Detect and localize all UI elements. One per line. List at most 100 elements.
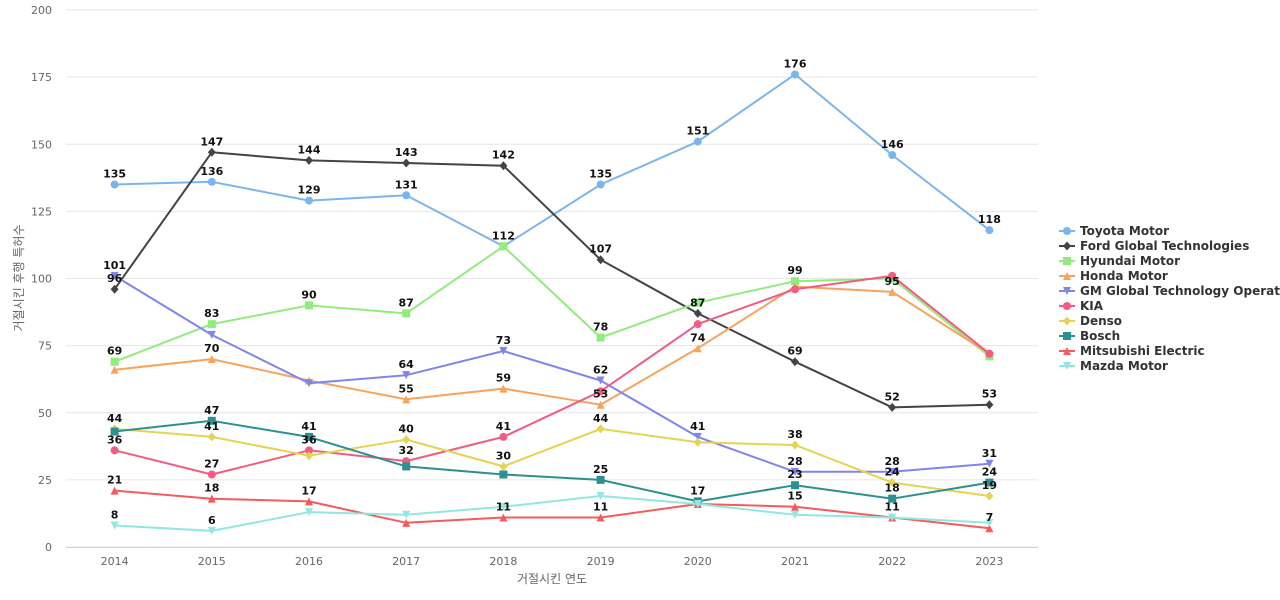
y-axis-ticks: 0 25 50 75 100 125 150 175 200 (31, 4, 52, 554)
data-point (402, 518, 411, 527)
data-label: 17 (690, 484, 705, 497)
data-label: 96 (107, 272, 123, 285)
data-label: 53 (982, 388, 997, 401)
data-label: 18 (204, 482, 219, 495)
legend-marker (1063, 257, 1071, 265)
data-point (985, 518, 994, 527)
data-label: 41 (204, 420, 219, 433)
data-label: 15 (787, 490, 802, 503)
data-label: 101 (103, 259, 126, 272)
data-point (985, 226, 994, 235)
data-label: 30 (496, 449, 512, 462)
series (110, 70, 994, 251)
x-axis-ticks: 2014 2015 2016 2017 2018 2019 2020 2021 2022 2023 (101, 555, 1004, 568)
x-tick-label: 2021 (781, 555, 809, 568)
data-point (888, 150, 897, 159)
legend-item[interactable]: GM Global Technology Operat... (1059, 284, 1280, 298)
data-point (791, 467, 799, 476)
legend-marker (1063, 287, 1071, 295)
legend-marker (1063, 227, 1071, 235)
data-label: 11 (496, 500, 511, 513)
data-point (693, 137, 702, 146)
data-label: 44 (107, 412, 123, 425)
data-label: 176 (784, 57, 807, 70)
data-point (305, 451, 313, 461)
legend-label: Honda Motor (1080, 269, 1168, 283)
data-point (596, 387, 605, 396)
legend-item[interactable]: Denso (1059, 314, 1122, 328)
legend-item[interactable]: Mitsubishi Electric (1059, 344, 1205, 358)
legend-item[interactable]: Hyundai Motor (1059, 254, 1180, 268)
data-point (693, 500, 702, 509)
legend-item[interactable]: KIA (1059, 299, 1104, 313)
legend-label: Toyota Motor (1080, 224, 1169, 238)
data-point (305, 155, 313, 165)
data-point (110, 284, 119, 294)
data-point (985, 400, 994, 410)
series-line (114, 274, 991, 476)
data-label: 44 (593, 412, 609, 425)
data-point (402, 158, 411, 168)
data-point (110, 427, 119, 436)
data-point (693, 437, 702, 447)
x-axis-title: 거절시킨 연도 (517, 572, 587, 586)
series (110, 416, 994, 506)
data-label: 90 (301, 288, 317, 301)
legend-item[interactable]: Bosch (1059, 329, 1120, 343)
data-point (693, 320, 702, 329)
data-label: 73 (496, 334, 511, 347)
data-point (402, 395, 411, 404)
data-point (110, 446, 119, 455)
data-label: 112 (492, 229, 515, 242)
legend-item[interactable]: Mazda Motor (1059, 359, 1168, 373)
data-label: 28 (885, 455, 900, 468)
data-label: 28 (787, 455, 802, 468)
legend-item[interactable]: Toyota Motor (1059, 224, 1169, 238)
data-point (110, 180, 119, 189)
data-label: 83 (204, 307, 219, 320)
data-point (985, 349, 994, 358)
data-label: 17 (301, 484, 316, 497)
data-point (791, 277, 799, 286)
data-label: 62 (593, 364, 608, 377)
data-label: 64 (399, 358, 415, 371)
data-point (402, 510, 411, 519)
data-point (596, 255, 605, 265)
data-point (207, 432, 216, 442)
data-point (305, 196, 313, 205)
data-point (791, 285, 799, 294)
x-tick-label: 2017 (392, 555, 420, 568)
data-point (985, 491, 994, 501)
data-label: 118 (978, 213, 1001, 226)
data-point (305, 432, 313, 441)
series-line (114, 495, 990, 532)
data-point (402, 462, 411, 471)
data-label: 24 (885, 466, 901, 479)
data-label: 74 (690, 331, 706, 344)
legend-item[interactable]: Ford Global Technologies (1059, 239, 1249, 253)
data-point (693, 308, 702, 318)
data-point (499, 346, 508, 355)
data-point (207, 177, 216, 186)
x-tick-label: 2015 (198, 555, 226, 568)
data-label: 27 (204, 458, 219, 471)
data-label: 11 (885, 500, 900, 513)
data-label: 136 (200, 165, 223, 178)
data-label: 131 (395, 178, 418, 191)
y-axis-title: 거절시킨 후행 특허수 (11, 225, 26, 332)
legend-item[interactable]: Honda Motor (1059, 269, 1168, 283)
data-label: 69 (107, 345, 122, 358)
data-label: 32 (399, 444, 414, 457)
data-label: 41 (301, 420, 316, 433)
data-point (207, 355, 216, 364)
legend-label: Denso (1080, 314, 1122, 328)
legend-label: Bosch (1080, 329, 1120, 343)
data-label: 129 (298, 184, 321, 197)
data-label: 18 (885, 482, 900, 495)
series-layer (110, 70, 994, 535)
data-label: 69 (787, 345, 802, 358)
data-point (207, 526, 216, 535)
data-point (596, 333, 605, 342)
